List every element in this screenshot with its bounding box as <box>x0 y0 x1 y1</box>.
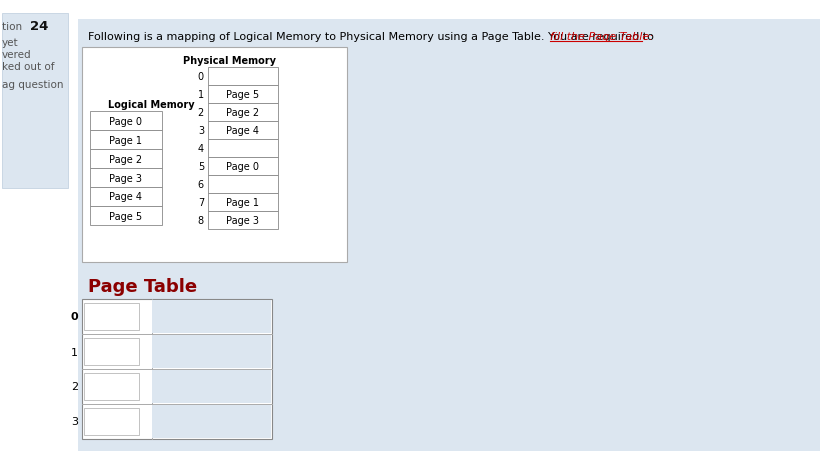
Bar <box>78 20 819 451</box>
Text: 1: 1 <box>71 347 78 357</box>
Bar <box>90 150 162 168</box>
Bar <box>208 68 278 86</box>
Text: Following is a mapping of Logical Memory to Physical Memory using a Page Table. : Following is a mapping of Logical Memory… <box>88 32 657 42</box>
Bar <box>0 12 70 459</box>
Bar <box>208 176 278 194</box>
Text: 4: 4 <box>198 144 203 154</box>
Text: 24: 24 <box>30 20 48 33</box>
Text: ag question: ag question <box>2 80 64 90</box>
Bar <box>208 104 278 122</box>
Bar <box>152 370 270 403</box>
Text: tion: tion <box>2 22 26 32</box>
Text: Page 3: Page 3 <box>109 173 142 183</box>
Text: Page 3: Page 3 <box>227 216 259 225</box>
Text: Physical Memory: Physical Memory <box>184 56 276 66</box>
Bar <box>208 157 278 176</box>
Bar <box>208 212 278 230</box>
Text: Page 0: Page 0 <box>227 162 259 172</box>
Text: 3: 3 <box>198 126 203 136</box>
Bar <box>208 86 278 104</box>
Text: 8: 8 <box>198 216 203 225</box>
Bar <box>82 299 272 439</box>
Text: fill the Page Table:: fill the Page Table: <box>549 32 653 42</box>
Text: Page 4: Page 4 <box>109 192 142 202</box>
Bar <box>90 207 162 225</box>
Text: 6: 6 <box>198 179 203 190</box>
Text: ked out of: ked out of <box>2 62 55 72</box>
Text: 7: 7 <box>198 197 203 207</box>
Text: Logical Memory: Logical Memory <box>108 100 194 110</box>
Text: vered: vered <box>2 50 31 60</box>
Bar <box>84 303 139 330</box>
Bar <box>208 194 278 212</box>
Text: 0: 0 <box>70 312 78 322</box>
Bar <box>90 188 162 207</box>
Bar <box>90 131 162 150</box>
Text: 2: 2 <box>71 382 78 392</box>
Text: 1: 1 <box>198 90 203 100</box>
Bar <box>84 408 139 435</box>
Text: yet: yet <box>2 38 18 48</box>
Bar <box>208 122 278 140</box>
Text: Page 2: Page 2 <box>226 108 259 118</box>
Text: 2: 2 <box>198 108 203 118</box>
Text: 0: 0 <box>198 72 203 82</box>
Text: Page 2: Page 2 <box>109 154 142 164</box>
Bar <box>152 300 270 333</box>
Bar <box>90 112 162 131</box>
Text: 3: 3 <box>71 417 78 426</box>
Bar <box>152 405 270 438</box>
Text: Page 5: Page 5 <box>109 211 142 221</box>
Bar <box>2 14 68 189</box>
Bar <box>84 373 139 400</box>
Bar <box>82 48 347 263</box>
Text: Page 5: Page 5 <box>226 90 259 100</box>
Text: Page 1: Page 1 <box>227 197 259 207</box>
Bar <box>152 335 270 368</box>
Text: Page Table: Page Table <box>88 277 197 295</box>
Bar <box>84 338 139 365</box>
Text: Page 1: Page 1 <box>109 135 142 145</box>
Bar <box>0 0 827 12</box>
Bar <box>208 140 278 157</box>
Text: Page 4: Page 4 <box>227 126 259 136</box>
Bar <box>90 168 162 188</box>
Text: Page 0: Page 0 <box>109 116 142 126</box>
Text: 5: 5 <box>198 162 203 172</box>
